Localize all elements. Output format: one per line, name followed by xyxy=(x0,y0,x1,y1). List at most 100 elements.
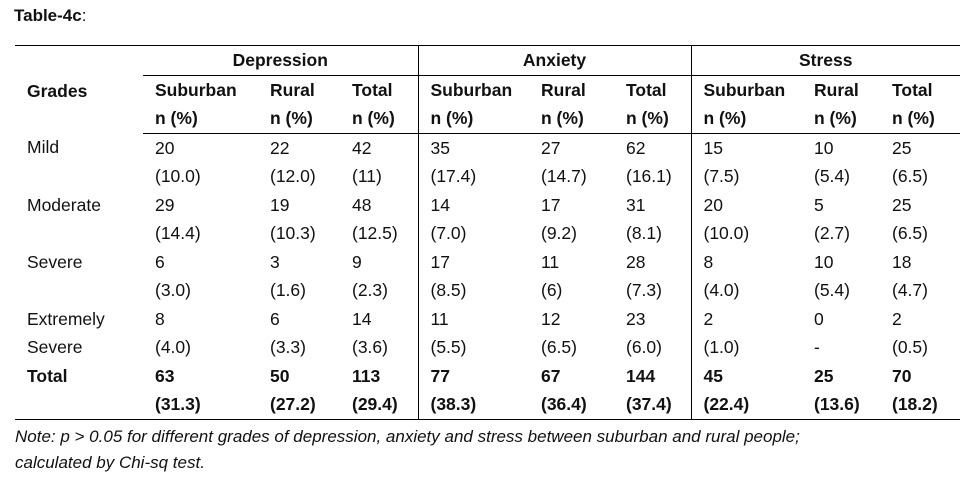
group-header-anxiety: Anxiety xyxy=(417,45,691,76)
data-cell: 6 (3.3) xyxy=(258,305,340,362)
data-cell: 10 (5.4) xyxy=(802,133,880,191)
grade-cell: Mild xyxy=(15,133,143,191)
percent: (1.6) xyxy=(270,280,306,300)
data-cell: 67 (36.4) xyxy=(529,361,614,420)
count: 67 xyxy=(541,365,561,386)
count: 29 xyxy=(155,194,175,215)
percent: - xyxy=(814,337,820,357)
percent: (14.4) xyxy=(155,223,201,243)
count: 15 xyxy=(703,137,723,158)
count: 25 xyxy=(892,194,912,215)
data-cell: 17 (8.5) xyxy=(417,247,529,305)
data-cell: 42 (11) xyxy=(340,133,418,191)
data-cell: 29 (14.4) xyxy=(143,191,258,248)
percent: (7.5) xyxy=(703,166,740,186)
count: 35 xyxy=(430,137,450,158)
data-cell: 19 (10.3) xyxy=(258,191,340,248)
data-cell: 5 (2.7) xyxy=(802,191,880,248)
count: 20 xyxy=(703,194,723,215)
data-cell: 11 (6) xyxy=(529,248,614,305)
grade-label-2 xyxy=(27,162,143,191)
grade-label-2: Severe xyxy=(27,337,83,357)
column-label: Suburban xyxy=(703,79,786,100)
count: 77 xyxy=(430,365,450,386)
percent: (6) xyxy=(541,280,563,300)
grade-cell: Extremely Severe xyxy=(15,305,143,362)
percent: (8.5) xyxy=(430,280,467,300)
table-row: Moderate 29 (14.4) 19 (10.3) 48 (12.5) 14 (7.0)… xyxy=(15,190,960,248)
count: 6 xyxy=(270,308,280,329)
count: 20 xyxy=(155,137,175,158)
count: 62 xyxy=(626,137,646,158)
count: 17 xyxy=(541,194,561,215)
column-label: Total xyxy=(352,79,393,100)
count: 14 xyxy=(352,308,372,329)
table-row: Total 63 (31.3) 50 (27.2) 113 (29.4) 77 (38.3) 6… xyxy=(15,361,961,420)
grades-header: Grades xyxy=(15,45,143,133)
data-cell: 28 (7.3) xyxy=(614,248,691,305)
column-label: Rural xyxy=(541,79,586,100)
data-cell: 70 (18.2) xyxy=(880,361,961,420)
percent: (10.3) xyxy=(270,223,316,243)
data-cell: 11 (5.5) xyxy=(417,304,529,362)
count: 2 xyxy=(892,308,902,329)
column-header: Total n (%) xyxy=(614,75,691,134)
count: 0 xyxy=(814,308,824,329)
percent: (36.4) xyxy=(541,394,587,414)
percent: (2.3) xyxy=(352,280,388,300)
data-cell: 8 (4.0) xyxy=(143,305,258,362)
data-cell: 63 (31.3) xyxy=(143,361,258,420)
percent: (6.5) xyxy=(892,166,928,186)
count: 10 xyxy=(814,251,834,272)
data-cell: 17 (9.2) xyxy=(529,191,614,248)
count: 113 xyxy=(352,365,381,386)
data-cell: 25 (6.5) xyxy=(880,133,960,191)
grade-cell: Severe xyxy=(15,248,143,305)
note-line-1: Note: p > 0.05 for different grades of d… xyxy=(15,427,800,446)
count: 144 xyxy=(626,365,656,386)
grade-label-2 xyxy=(27,219,143,248)
count: 48 xyxy=(352,194,372,215)
percent: (3.3) xyxy=(270,337,306,357)
percent: (10.0) xyxy=(703,223,750,243)
count: 45 xyxy=(703,365,723,386)
data-cell: 20 (10.0) xyxy=(143,133,258,191)
percent: (0.5) xyxy=(892,337,928,357)
percent: (6.5) xyxy=(892,223,928,243)
note-line-2: calculated by Chi-sq test. xyxy=(15,453,205,472)
percent: (18.2) xyxy=(892,394,938,414)
data-cell: 10 (5.4) xyxy=(802,248,880,305)
group-header-depression: Depression xyxy=(143,45,418,76)
data-cell: 25 (6.5) xyxy=(880,191,960,248)
data-cell: 15 (7.5) xyxy=(690,133,802,191)
data-cell: 31 (8.1) xyxy=(614,191,691,248)
percent: (4.0) xyxy=(703,280,740,300)
count: 31 xyxy=(626,194,646,215)
column-header: Rural n (%) xyxy=(802,75,880,134)
table-note: Note: p > 0.05 for different grades of d… xyxy=(15,424,960,476)
count: 11 xyxy=(541,251,560,272)
data-cell: 62 (16.1) xyxy=(614,133,691,191)
column-unit: n (%) xyxy=(541,108,584,128)
count: 19 xyxy=(270,194,290,215)
data-cell: 50 (27.2) xyxy=(258,361,340,420)
count: 63 xyxy=(155,365,175,386)
data-cell: 77 (38.3) xyxy=(417,361,529,420)
data-cell: 22 (12.0) xyxy=(258,133,340,191)
column-header: Suburban n (%) xyxy=(690,75,802,134)
data-cell: 0- xyxy=(802,305,880,362)
column-header: Suburban n (%) xyxy=(143,75,258,134)
count: 42 xyxy=(352,137,372,158)
percent: (5.4) xyxy=(814,280,850,300)
data-cell: 27 (14.7) xyxy=(529,133,614,191)
grade-label: Moderate xyxy=(27,194,101,215)
percent: (9.2) xyxy=(541,223,577,243)
column-unit: n (%) xyxy=(352,108,395,128)
data-cell: 14 (3.6) xyxy=(340,305,418,362)
percent: (38.3) xyxy=(430,394,477,414)
count: 50 xyxy=(270,365,290,386)
data-cell: 35 (17.4) xyxy=(417,133,529,191)
count: 11 xyxy=(430,308,449,329)
percent: (14.7) xyxy=(541,166,587,186)
percent: (13.6) xyxy=(814,394,860,414)
